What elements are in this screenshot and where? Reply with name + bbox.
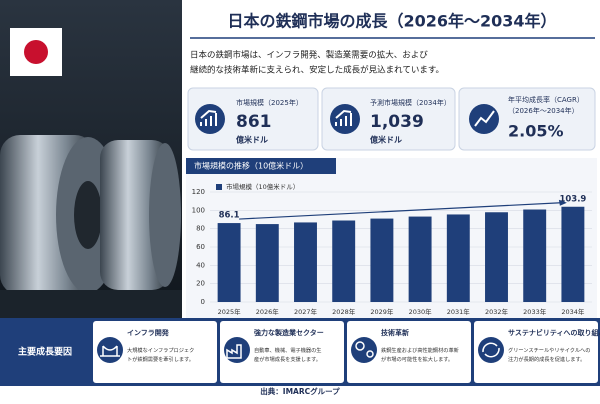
y-tick-label: 40 <box>196 261 205 269</box>
chart: 0 20 40 60 80 100 120 市場規模（10億米ドル） 2025年 86.1 2026… <box>192 182 592 316</box>
factor-text: 自動車、機械、電子機器の生産が市場成長を支援します。 <box>254 346 321 363</box>
x-tick-label: 2025年 <box>218 307 242 316</box>
kpi-value: 861 <box>236 112 272 132</box>
title: 日本の鉄鋼市場の成長（2026年～2034年） <box>227 12 556 31</box>
x-tick-label: 2031年 <box>447 307 471 316</box>
bar <box>370 218 394 302</box>
x-tick-label: 2033年 <box>523 307 547 316</box>
factor-icon-glyph <box>482 342 500 358</box>
bar <box>446 214 470 302</box>
bar <box>523 209 547 302</box>
kpi-cards: 市場規模（2025年） 861 億米ドル 予測市場規模（2034年） 1,039… <box>187 87 596 151</box>
y-tick-label: 120 <box>192 188 205 196</box>
factor-icon <box>478 337 504 363</box>
factor-card <box>220 321 344 383</box>
factor-icon <box>351 337 377 363</box>
kpi-value: 1,039 <box>370 112 424 132</box>
x-tick-label: 2034年 <box>561 307 585 316</box>
factor-icon-glyph <box>226 344 242 359</box>
kpi-sublabel: （2026年～2034年） <box>508 106 579 115</box>
factor-icon-glyph <box>100 345 120 357</box>
x-tick-label: 2032年 <box>485 307 509 316</box>
factor-title: 技術革新 <box>381 328 409 337</box>
x-tick-label: 2029年 <box>370 307 394 316</box>
y-tick-label: 80 <box>196 225 205 233</box>
bar <box>408 216 432 302</box>
kpi-unit: 億米ドル <box>370 135 402 145</box>
factor-card <box>93 321 217 383</box>
kpi-label: 予測市場規模（2034年） <box>370 98 451 107</box>
kpi-value: 2.05% <box>508 122 564 141</box>
bar <box>561 206 585 302</box>
trend-arrowhead <box>558 199 567 206</box>
x-tick-label: 2030年 <box>409 307 433 316</box>
y-tick-label: 60 <box>196 243 205 251</box>
value-label: 86.1 <box>219 211 240 221</box>
x-tick-label: 2026年 <box>256 307 280 316</box>
bar <box>294 222 317 302</box>
kpi-label: 市場規模（2025年） <box>236 98 303 107</box>
bar <box>485 212 508 302</box>
value-label: 103.9 <box>559 194 586 204</box>
factor-title: インフラ開発 <box>127 328 170 337</box>
factor-card <box>474 321 598 383</box>
factors-heading: 主要成長要因 <box>18 346 72 358</box>
subtitle: 日本の鉄鋼市場は、インフラ開発、製造業需要の拡大、および <box>190 50 428 61</box>
y-tick-label: 100 <box>192 206 205 214</box>
kpi-label: 年平均成長率（CAGR） <box>508 95 584 104</box>
factor-text: 大規模なインフラプロジェクトが鉄鋼需要を牽引します。 <box>127 346 194 363</box>
y-tick-label: 20 <box>196 280 205 288</box>
factor-text: 鉄鋼生産および高性能鋼材の革新が市場の可能性を拡大します。 <box>381 346 459 363</box>
subtitle: 継続的な技術革新に支えられ、安定した成長が見込まれています。 <box>190 65 444 76</box>
bar <box>255 224 279 302</box>
photo <box>0 0 182 318</box>
factor-icon-glyph <box>355 341 374 358</box>
x-tick-label: 2027年 <box>294 307 318 316</box>
x-tick-label: 2028年 <box>332 307 356 316</box>
chart-header <box>186 158 336 174</box>
trend-arrow <box>239 202 561 220</box>
legend-label: 市場規模（10億米ドル） <box>226 182 299 191</box>
factor-title: サステナビリティへの取り組み <box>508 328 600 337</box>
factor-text: グリーンスチールやリサイクルへの注力が長期的成長を促進します。 <box>508 346 590 363</box>
y-tick-label: 0 <box>201 298 205 306</box>
kpi-unit: 億米ドル <box>236 135 268 145</box>
chart-title: 市場規模の推移（10億米ドル） <box>194 161 308 171</box>
source: 出典：IMARCグループ <box>260 386 340 396</box>
factor-title: 強力な製造業セクター <box>254 328 324 337</box>
factor-card <box>347 321 471 383</box>
bar <box>332 220 356 302</box>
legend-swatch <box>216 184 222 190</box>
bar <box>217 223 241 302</box>
